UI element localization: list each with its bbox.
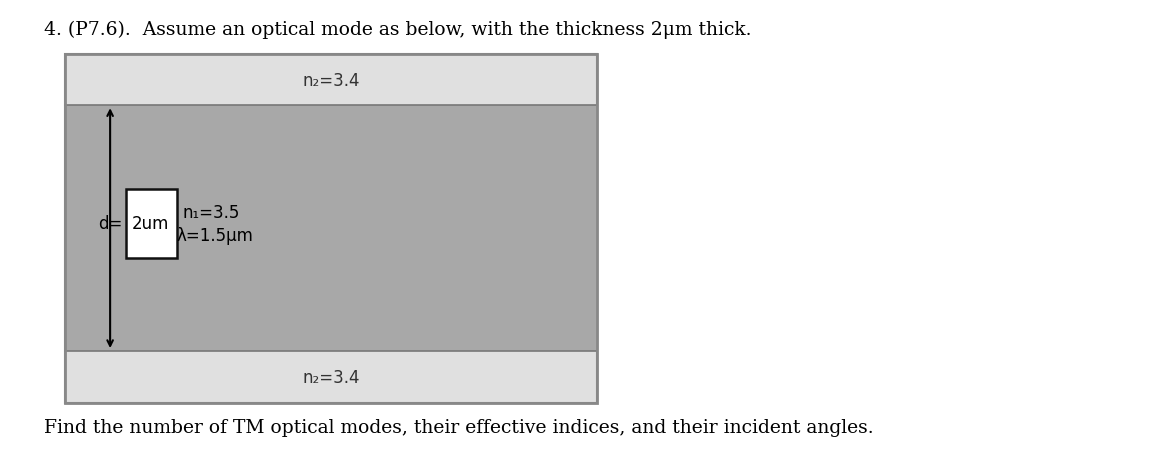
- Bar: [65, 55, 597, 403]
- Text: 2um: 2um: [132, 215, 169, 233]
- Text: n₂=3.4: n₂=3.4: [302, 71, 359, 89]
- Text: 4. (P7.6).  Assume an optical mode as below, with the thickness 2μm thick.: 4. (P7.6). Assume an optical mode as bel…: [44, 20, 751, 39]
- Text: Find the number of TM optical modes, their effective indices, and their incident: Find the number of TM optical modes, the…: [44, 418, 874, 436]
- Text: n₂=3.4: n₂=3.4: [302, 368, 359, 386]
- Bar: [126, 189, 176, 258]
- Text: n₁=3.5: n₁=3.5: [182, 203, 240, 221]
- Text: d=: d=: [99, 215, 123, 233]
- Bar: [65, 55, 597, 403]
- Text: λ=1.5μm: λ=1.5μm: [176, 226, 254, 244]
- Bar: [65, 106, 597, 351]
